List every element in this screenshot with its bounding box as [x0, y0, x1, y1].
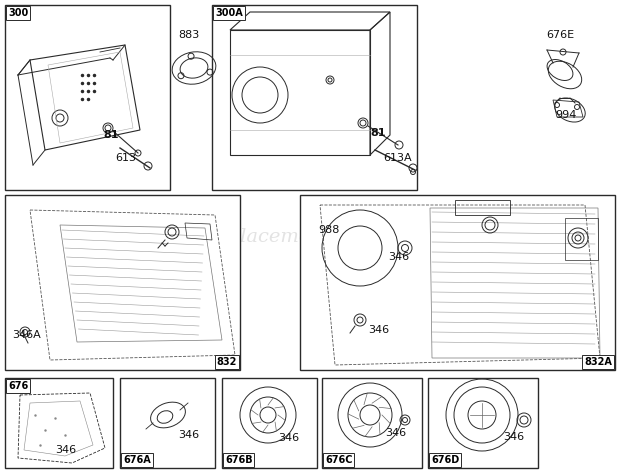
Bar — [5, 195, 240, 370]
Text: 832A: 832A — [584, 357, 612, 367]
Bar — [428, 378, 538, 468]
Text: 676C: 676C — [325, 455, 353, 465]
Text: 346: 346 — [178, 430, 199, 440]
Text: 613: 613 — [115, 153, 136, 163]
Text: 994: 994 — [555, 110, 577, 120]
Text: 346: 346 — [55, 445, 76, 455]
Text: 832: 832 — [216, 357, 237, 367]
Text: 676D: 676D — [431, 455, 459, 465]
Text: 300A: 300A — [215, 8, 243, 18]
Text: 883: 883 — [178, 30, 199, 40]
Bar — [5, 378, 113, 468]
Bar — [5, 5, 170, 190]
Text: 346: 346 — [368, 325, 389, 335]
Bar — [212, 5, 417, 190]
Text: eReplacementParts.com: eReplacementParts.com — [190, 228, 430, 247]
Bar — [222, 378, 317, 468]
Text: 81: 81 — [103, 130, 118, 140]
Text: 81: 81 — [370, 128, 386, 138]
Text: 676E: 676E — [546, 30, 574, 40]
Text: 346: 346 — [503, 432, 524, 442]
Bar — [300, 195, 615, 370]
Bar — [322, 378, 422, 468]
Text: 676B: 676B — [225, 455, 252, 465]
Text: 346: 346 — [388, 252, 409, 262]
Text: 676: 676 — [8, 381, 29, 391]
Text: 300: 300 — [8, 8, 29, 18]
Text: 346: 346 — [278, 433, 299, 443]
Text: 988: 988 — [318, 225, 339, 235]
Bar — [120, 378, 215, 468]
Text: 346A: 346A — [12, 330, 41, 340]
Text: 676A: 676A — [123, 455, 151, 465]
Text: 346: 346 — [385, 428, 406, 438]
Text: 613A: 613A — [383, 153, 412, 163]
